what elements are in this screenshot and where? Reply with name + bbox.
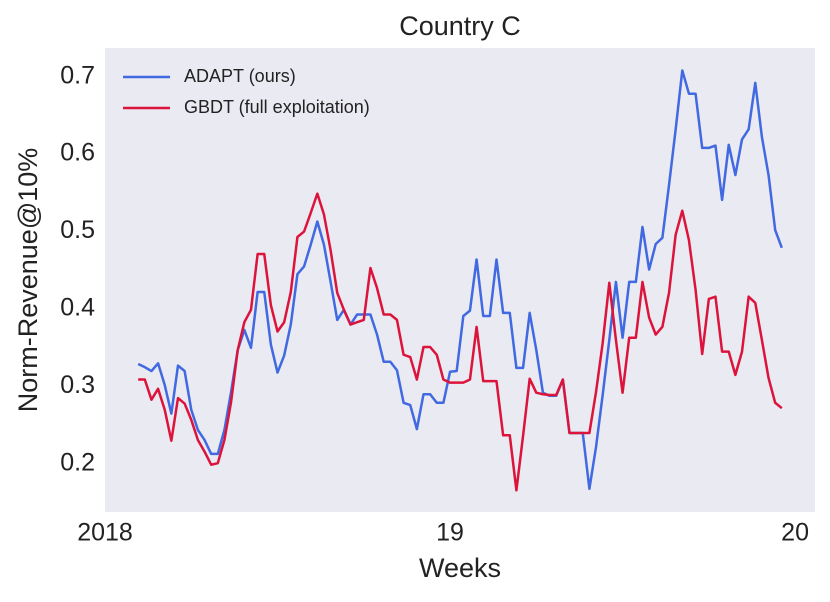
series-line: [137, 69, 783, 491]
y-tick-label: 0.7: [60, 61, 95, 89]
y-tick-label: 0.5: [60, 216, 95, 244]
y-tick-label: 0.3: [60, 371, 95, 399]
legend-label: GBDT (full exploitation): [184, 97, 370, 117]
y-tick-label: 0.6: [60, 139, 95, 167]
plot-area: [105, 48, 815, 512]
legend-label: ADAPT (ours): [184, 66, 296, 86]
y-tick-label: 0.2: [60, 449, 95, 477]
y-axis-label: Norm-Revenue@10%: [13, 148, 43, 413]
y-tick-label: 0.4: [60, 294, 95, 322]
chart-title: Country C: [399, 11, 521, 41]
series-line: [138, 192, 783, 492]
x-tick-label: 20: [781, 519, 809, 547]
x-tick-label: 2018: [77, 519, 133, 547]
x-tick-label: 19: [436, 519, 464, 547]
x-axis-label: Weeks: [419, 553, 501, 583]
